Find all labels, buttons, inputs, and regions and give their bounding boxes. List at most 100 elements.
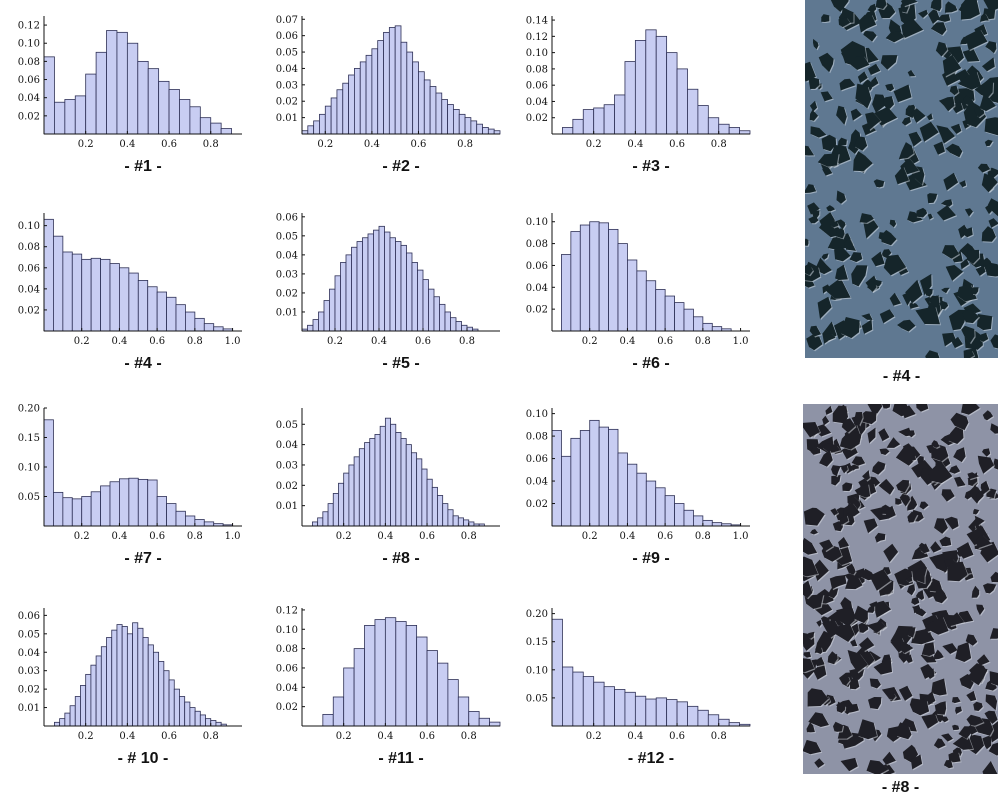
fragment [949, 465, 961, 474]
histogram-bar [343, 472, 350, 527]
fragment [875, 0, 887, 9]
histogram-bar [624, 61, 636, 135]
histogram-bar [411, 262, 418, 332]
fragment [857, 71, 868, 84]
fragment [948, 751, 961, 763]
histogram-bar [323, 300, 330, 332]
fragment [843, 237, 856, 251]
histogram-bar [364, 625, 376, 727]
histogram-bar [617, 452, 628, 527]
fragment [813, 38, 819, 50]
histogram-bar [119, 267, 130, 332]
y-tick-label: 0.12 [276, 605, 298, 616]
y-tick-label: 0.03 [18, 666, 40, 677]
x-tick-label: 0.8 [203, 139, 219, 150]
histogram-bar [367, 233, 374, 332]
histogram-bar [431, 486, 438, 527]
histogram-bar [687, 705, 699, 727]
histogram-bar [390, 423, 397, 527]
histogram-bar [210, 720, 217, 727]
x-tick-label: 0.4 [627, 139, 643, 150]
histogram-bar [433, 296, 440, 332]
histogram-bar [173, 688, 180, 727]
fragment [918, 9, 928, 18]
fragment [942, 245, 960, 259]
fragment [820, 91, 833, 102]
fragment [803, 537, 818, 555]
y-tick-label: 0.08 [526, 432, 548, 443]
fragment [947, 424, 964, 444]
y-tick-label: 0.02 [18, 305, 40, 316]
y-tick-label: 0.02 [526, 499, 548, 510]
histogram-bar [147, 68, 160, 135]
histogram-bar [400, 438, 407, 527]
fragment [973, 508, 980, 515]
fragment [858, 14, 877, 33]
histogram-bar [203, 521, 215, 527]
fragment [988, 218, 998, 228]
fragment [941, 489, 955, 502]
histogram-bar [406, 252, 413, 332]
y-tick-label: 0.20 [18, 404, 40, 415]
histogram-bar [64, 712, 71, 727]
fragment [960, 258, 970, 270]
fragment [842, 482, 853, 492]
fragment [955, 642, 972, 662]
y-tick-label: 0.05 [276, 231, 298, 242]
y-tick-label: 0.02 [18, 685, 40, 696]
fragment [933, 649, 944, 660]
x-tick-label: 0.4 [119, 139, 135, 150]
fragment [901, 116, 911, 126]
histogram-bar [62, 251, 73, 332]
histogram-bar [81, 496, 92, 527]
fragment [899, 492, 910, 507]
fragment [885, 31, 905, 43]
x-tick-label: 0.4 [627, 731, 643, 742]
fragment [874, 532, 886, 543]
y-tick-label: 0.20 [526, 609, 548, 620]
fragment [806, 334, 823, 351]
histogram-bar [579, 224, 591, 332]
histogram-bar [343, 667, 355, 727]
histogram-bar [617, 243, 628, 332]
y-tick-label: 0.04 [18, 93, 40, 104]
fragment [851, 265, 868, 287]
fragment [872, 461, 886, 475]
histogram-bar [426, 650, 438, 727]
histogram-bar [608, 228, 619, 332]
histogram-bar [627, 259, 638, 332]
fragment [930, 0, 942, 12]
histogram-bar [100, 646, 107, 727]
fragment [879, 309, 895, 324]
fragment [830, 0, 849, 13]
histogram-bar [728, 127, 740, 135]
fragment [822, 415, 830, 426]
fragment [932, 586, 947, 604]
panel-caption: - #2 - [382, 158, 420, 175]
fragment [869, 569, 891, 591]
fragment [993, 458, 998, 470]
fragment [873, 600, 892, 618]
histogram-bar [348, 464, 355, 527]
fragment [803, 658, 815, 673]
histogram-bar [442, 503, 449, 527]
fragment [896, 722, 912, 740]
y-tick-label: 0.10 [526, 48, 548, 59]
fragment [867, 3, 877, 13]
fragment [915, 306, 940, 325]
fragment [878, 478, 895, 495]
histogram-bar [74, 696, 81, 727]
histogram-bar [551, 430, 562, 527]
x-tick-label: 0.8 [711, 731, 727, 742]
fragment [833, 721, 844, 732]
fragment [841, 418, 856, 433]
fragment [840, 757, 858, 772]
fragment [866, 605, 875, 613]
y-tick-label: 0.02 [276, 702, 298, 713]
fragment [958, 224, 969, 239]
histogram-panel-10: 0.2 0.4 0.6 0.8 0.01 0.02 0.03 0.04 0.05 0.06 [18, 608, 242, 742]
y-tick-label: 0.04 [276, 250, 298, 261]
histogram-bar [142, 637, 149, 727]
histogram-bar [109, 263, 120, 332]
fragment [930, 444, 949, 462]
